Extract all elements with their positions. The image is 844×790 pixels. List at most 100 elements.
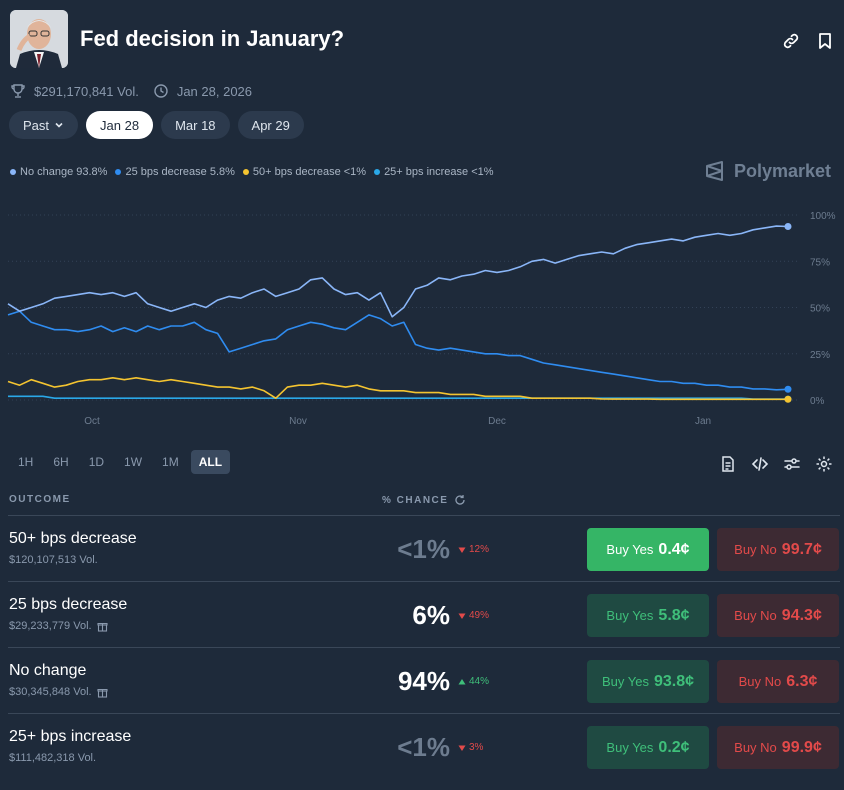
range-1w[interactable]: 1W [124,455,143,469]
series-line-50-bps-decrease [7,377,788,401]
legend-label: 50+ bps decrease <1% [252,166,367,178]
outcome-chance: <1% [397,732,450,762]
pill-label: Past [23,117,50,133]
series-line-25-bps-decrease [7,310,789,391]
legend-dot [374,169,381,175]
x-tick-label: Nov [289,416,307,427]
series-line-25-bps-increase [8,395,788,400]
range-1h[interactable]: 1H [18,455,34,469]
buy-yes-price: 93.8¢ [653,672,695,690]
legend-dot [115,169,122,175]
outcome-change: 44% [458,676,489,687]
chevron-down-icon [55,122,63,128]
buy-no-label: Buy No [738,674,782,689]
outcome-chance: <1% [397,534,450,564]
gift-icon [97,622,108,632]
y-tick-label: 100% [810,211,836,222]
chance-header-label: % CHANCE [382,494,449,506]
outcome-change: 3% [458,742,483,753]
document-icon[interactable] [719,455,737,473]
outcome-change: 49% [458,610,489,621]
buy-no-button[interactable]: Buy No 94.3¢ [717,594,839,637]
legend-item-25-decrease: 25 bps decrease 5.8% [115,166,235,178]
outcome-row[interactable]: 50+ bps decrease $120,107,513 Vol. <1% 12% B… [8,515,840,581]
outcome-row[interactable]: No change $30,345,848 Vol. 94% 44% Buy Yes 93… [8,647,840,713]
clock-icon [154,84,168,98]
range-1d[interactable]: 1D [88,455,105,469]
series-endpoint [784,222,792,230]
buy-no-button[interactable]: Buy No 6.3¢ [717,660,839,703]
outcome-volume: $120,107,513 Vol. [9,554,98,566]
price-chart: 100% 75% 50% 25% 0% Oct Nov Dec Jan [7,211,836,427]
date-pills: Past Jan 28 Mar 18 Apr 29 [9,111,304,139]
market-avatar [10,10,68,68]
buy-yes-button[interactable]: Buy Yes 0.2¢ [587,726,709,769]
outcome-chance: 6% [412,600,450,630]
x-tick-label: Oct [84,416,100,427]
refresh-icon [455,495,466,505]
outcome-row[interactable]: 25 bps decrease $29,233,779 Vol. 6% 49% Buy … [8,581,840,647]
buy-yes-button[interactable]: Buy Yes 5.8¢ [587,594,709,637]
buy-yes-label: Buy Yes [606,608,654,623]
buy-no-label: Buy No [734,608,777,623]
polymarket-logo: Polymarket [704,160,831,182]
pill-mar-18[interactable]: Mar 18 [161,111,230,139]
legend-label: 25 bps decrease 5.8% [125,166,235,178]
series-line-no-change [7,225,789,318]
trend-down-icon [458,547,466,553]
buy-no-price: 99.7¢ [781,540,822,558]
range-1m[interactable]: 1M [162,455,179,469]
series-endpoint [784,395,792,403]
market-header: Fed decision in January? [10,10,834,70]
trend-up-icon [458,678,466,684]
x-tick-label: Dec [488,416,506,427]
y-tick-label: 25% [810,350,830,361]
embed-code-icon[interactable] [751,455,769,473]
buy-yes-price: 5.8¢ [658,606,690,624]
legend-label: No change 93.8% [20,166,108,178]
buy-no-price: 6.3¢ [786,672,818,690]
buy-yes-label: Buy Yes [601,674,649,689]
legend-label: 25+ bps increase <1% [384,166,494,178]
buy-yes-price: 0.4¢ [658,540,690,558]
legend-item-no-change: No change 93.8% [10,166,107,178]
x-tick-label: Jan [695,416,711,427]
y-tick-label: 0% [810,396,825,407]
pill-past[interactable]: Past [9,111,79,139]
trophy-icon [11,84,25,98]
outcome-change-text: 49% [469,610,490,621]
y-tick-label: 75% [810,257,830,268]
outcome-volume-text: $29,233,779 Vol. [9,620,92,632]
outcome-volume-text: $111,482,318 Vol. [9,752,97,764]
range-all[interactable]: ALL [190,450,231,474]
trend-down-icon [458,745,466,751]
settings-gear-icon[interactable] [815,455,833,473]
buy-yes-button[interactable]: Buy Yes 93.8¢ [587,660,709,703]
buy-yes-button[interactable]: Buy Yes 0.4¢ [587,528,709,571]
legend-dot [242,169,249,175]
buy-no-button[interactable]: Buy No 99.9¢ [717,726,839,769]
buy-no-label: Buy No [734,542,777,557]
pill-apr-29[interactable]: Apr 29 [237,111,304,139]
outcome-volume-text: $120,107,513 Vol. [9,554,98,566]
series-endpoint [784,385,792,393]
link-icon[interactable] [780,30,802,52]
buy-yes-price: 0.2¢ [658,738,690,756]
buy-no-button[interactable]: Buy No 99.7¢ [717,528,839,571]
chance-column-header[interactable]: % CHANCE [382,494,466,506]
gift-icon [97,688,108,698]
outcome-volume-text: $30,345,848 Vol. [9,686,92,698]
pill-jan-28[interactable]: Jan 28 [86,111,154,139]
buy-yes-label: Buy Yes [606,542,654,557]
outcome-name: No change [9,662,87,679]
outcome-change-text: 3% [469,742,484,753]
outcome-name: 25+ bps increase [9,728,132,745]
polymarket-icon [706,161,723,181]
market-volume: $291,170,841 Vol. [34,83,139,99]
sliders-icon[interactable] [783,455,801,473]
outcome-row[interactable]: 25+ bps increase $111,482,318 Vol. <1% 3% Bu… [8,713,840,779]
bookmark-icon[interactable] [814,30,836,52]
market-end-date: Jan 28, 2026 [176,83,253,99]
outcome-name: 50+ bps decrease [9,530,137,547]
range-6h[interactable]: 6H [53,455,69,469]
